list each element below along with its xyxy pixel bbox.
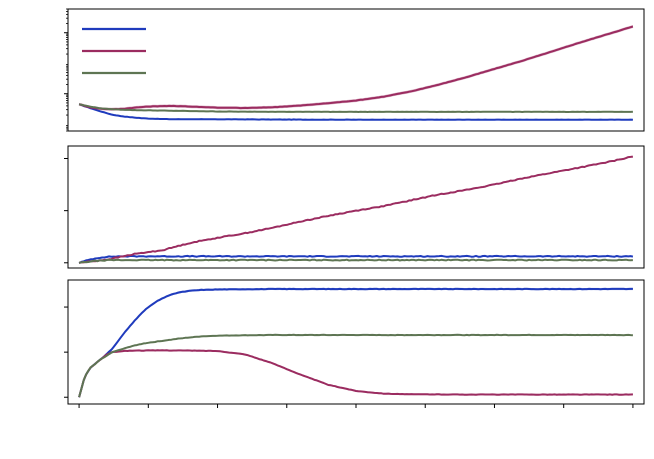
plot-area-3 — [78, 287, 633, 399]
axes-frame-2 — [67, 145, 645, 269]
panel-2 — [64, 145, 645, 269]
series-3-line — [78, 333, 633, 398]
series-2-line — [78, 155, 634, 264]
series-3-line — [78, 258, 633, 264]
series-1-line — [78, 254, 634, 264]
series-2-line — [78, 349, 633, 398]
plot-area-1 — [78, 25, 634, 121]
series-2-line — [78, 25, 634, 111]
panel-3 — [64, 279, 645, 408]
series-3-line — [78, 103, 633, 113]
legend — [82, 27, 146, 75]
series-1-line — [78, 103, 633, 121]
series-2-band — [79, 25, 633, 111]
series-3-band — [79, 334, 633, 398]
plot-area-2 — [78, 155, 634, 264]
series-1-line — [78, 287, 633, 398]
panel-1 — [64, 8, 645, 132]
series-1-band — [79, 287, 633, 399]
panels — [64, 8, 645, 408]
